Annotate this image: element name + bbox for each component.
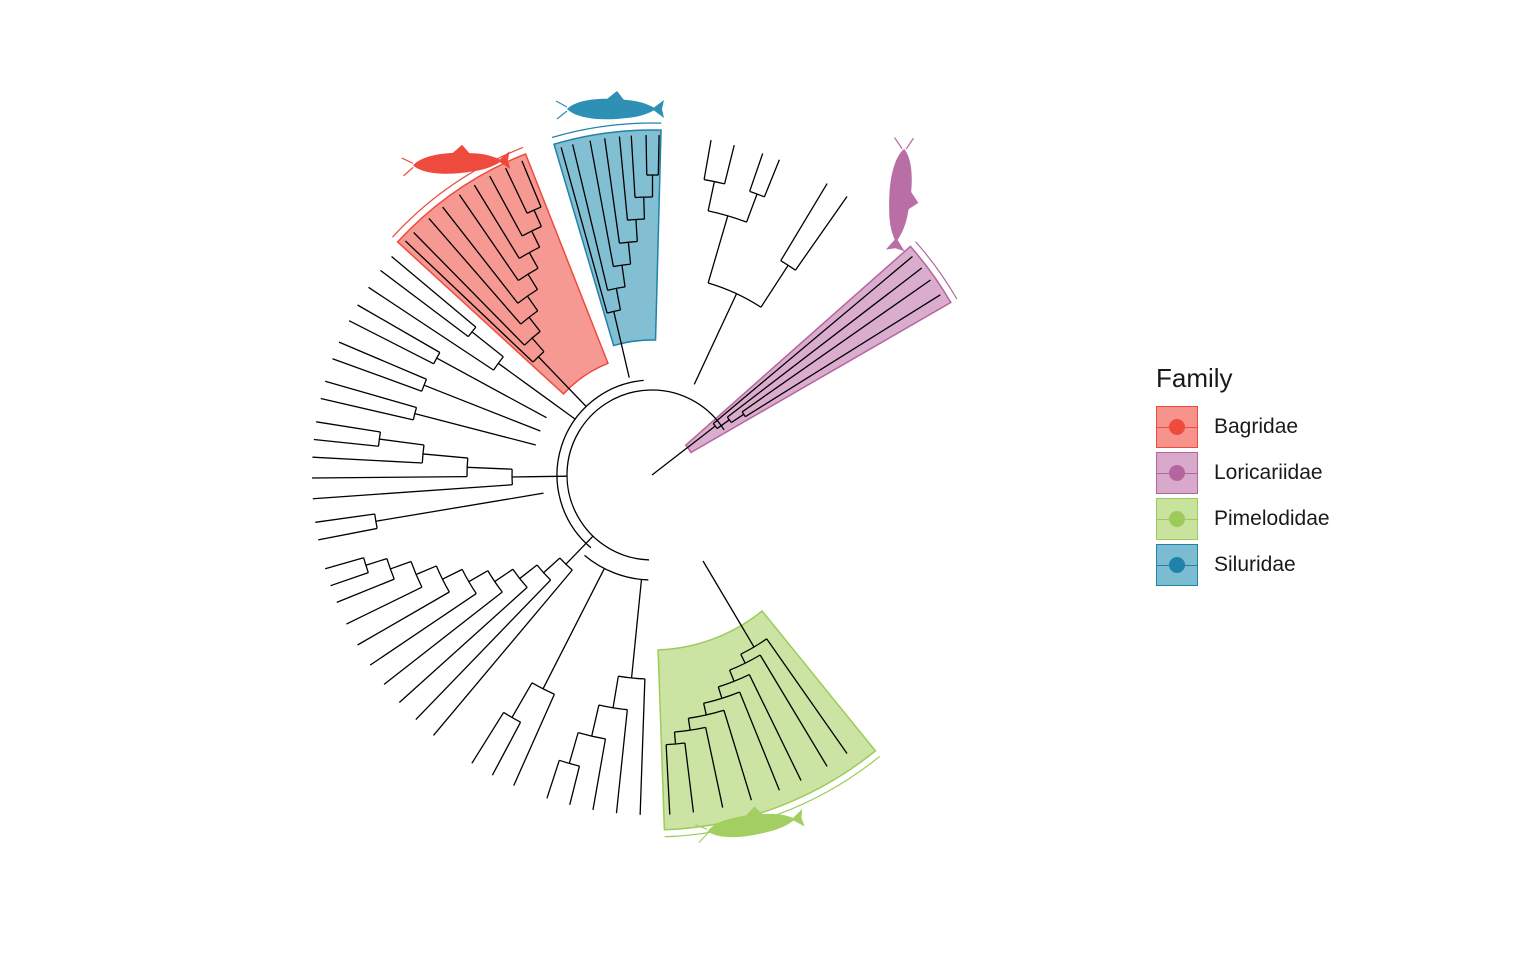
tip-branch [750, 154, 763, 192]
loricariidae-highlight [686, 246, 951, 452]
tip-branch [725, 145, 735, 184]
internal-branch [424, 385, 540, 431]
tip-branch [325, 558, 363, 569]
legend-label: Siluridae [1214, 553, 1296, 577]
stem-branch [576, 536, 593, 554]
internal-branch [472, 332, 503, 357]
internal-branch [498, 363, 530, 387]
tip-branch [514, 694, 555, 785]
legend-label: Loricariidae [1214, 461, 1323, 485]
tip-branch [312, 477, 467, 478]
tip-branch [399, 587, 527, 702]
tip-branch [640, 679, 645, 815]
internal-branch [569, 733, 578, 764]
internal-branch [379, 439, 424, 445]
tip-branch [384, 592, 502, 684]
internal-branch [708, 182, 714, 211]
internal-branch [376, 493, 544, 521]
tip-branch [727, 268, 921, 417]
internal-branch [644, 197, 645, 219]
node-arc [708, 283, 761, 307]
internal-branch [423, 454, 468, 458]
pimelodidae-highlight [658, 611, 875, 830]
tip-branch [318, 528, 377, 539]
internal-branch [366, 559, 387, 566]
legend: Family Bagridae Loricariidae Pimelodidae… [1156, 362, 1330, 588]
backbone-arc [567, 390, 724, 560]
internal-branch [544, 558, 560, 573]
backbone-arc [557, 380, 644, 547]
tip-branch [331, 573, 369, 586]
internal-branch [543, 653, 561, 689]
tip-branch [325, 381, 416, 407]
internal-branch [442, 569, 462, 579]
tip-branch [333, 359, 422, 391]
legend-key-siluridae [1156, 544, 1198, 586]
tip-branch [764, 160, 779, 197]
tip-branch [472, 712, 504, 763]
internal-branch [613, 676, 618, 708]
tip-branch [316, 422, 380, 432]
tip-branch [416, 580, 551, 720]
tip-branch [321, 399, 414, 420]
tip-branch [795, 196, 847, 270]
tip-branch [616, 710, 627, 813]
stem-branch [561, 569, 604, 654]
silurid-catfish-silhouette [556, 91, 664, 119]
stem-branch [635, 579, 642, 646]
tip-branch [313, 485, 513, 499]
legend-item-pimelodidae: Pimelodidae [1156, 496, 1330, 542]
loricariid-catfish-silhouette [884, 136, 923, 252]
internal-branch [694, 294, 736, 385]
tip-branch [314, 439, 379, 446]
tip-branch [547, 760, 559, 798]
tip-branch [646, 135, 647, 175]
legend-title: Family [1156, 362, 1330, 394]
tip-branch [337, 579, 394, 602]
legend-label: Bagridae [1214, 415, 1298, 439]
tip-branch [570, 766, 580, 805]
internal-branch [495, 569, 513, 581]
internal-branch [566, 554, 576, 564]
tip-branch [781, 184, 827, 261]
legend-key-loricariidae [1156, 452, 1198, 494]
internal-branch [415, 414, 536, 445]
internal-branch [520, 565, 537, 579]
internal-branch [390, 562, 411, 569]
internal-branch [469, 571, 488, 582]
stem-branch [531, 387, 575, 419]
internal-branch [708, 216, 728, 283]
stem-branch [652, 435, 703, 475]
clade-highlights [398, 130, 951, 830]
tip-branch [492, 722, 520, 775]
tip-branch [658, 135, 659, 175]
legend-label: Pimelodidae [1214, 507, 1330, 531]
internal-branch [512, 683, 532, 718]
tip-branch [742, 280, 930, 412]
tip-branch [315, 514, 374, 522]
tip-branch [346, 587, 421, 624]
tip-branch [358, 592, 450, 645]
internal-branch [747, 194, 758, 222]
legend-item-siluridae: Siluridae [1156, 542, 1330, 588]
internal-branch [467, 467, 512, 469]
tip-branch [312, 457, 422, 463]
tip-branch [339, 342, 426, 379]
internal-branch [437, 358, 547, 418]
internal-branch [632, 646, 635, 678]
legend-key-pimelodidae [1156, 498, 1198, 540]
legend-item-loricariidae: Loricariidae [1156, 450, 1330, 496]
internal-branch [592, 705, 599, 736]
legend-item-bagridae: Bagridae [1156, 404, 1330, 450]
legend-key-bagridae [1156, 406, 1198, 448]
stem-branch [761, 265, 788, 307]
tip-branch [704, 140, 711, 179]
internal-branch [416, 566, 436, 575]
tip-branch [593, 739, 606, 810]
legend-items: Bagridae Loricariidae Pimelodidae Siluri… [1156, 404, 1330, 588]
